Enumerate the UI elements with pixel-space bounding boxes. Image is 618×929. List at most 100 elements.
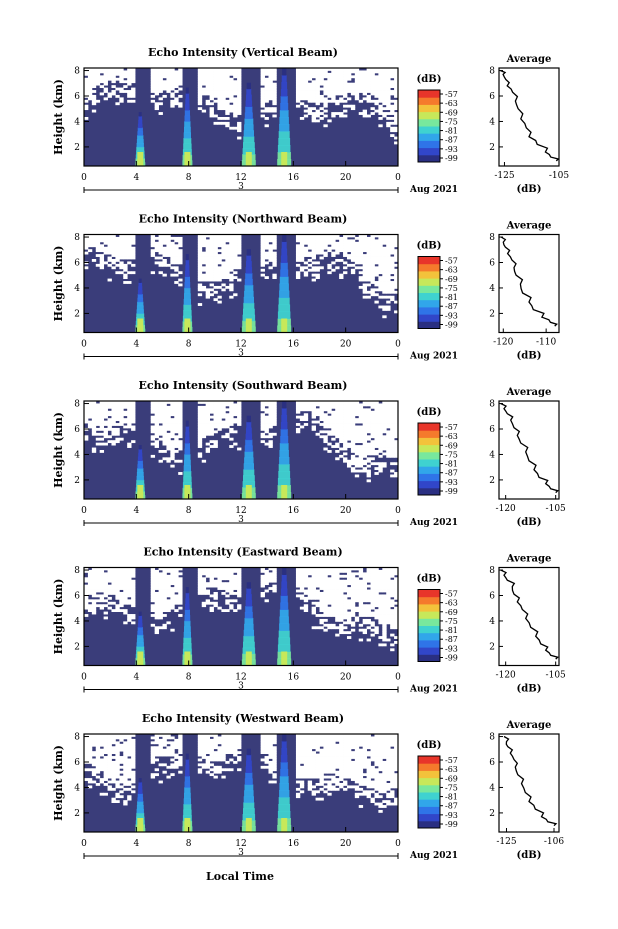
no-echo-cell: [111, 415, 116, 419]
no-echo-cell: [366, 413, 371, 417]
no-echo-cell: [123, 75, 128, 79]
no-echo-cell: [327, 403, 332, 407]
no-echo-cell: [370, 599, 375, 603]
no-echo-cell: [374, 102, 379, 106]
no-echo-cell: [103, 410, 108, 414]
no-echo-cell: [209, 758, 214, 762]
no-echo-cell: [213, 266, 218, 270]
no-echo-cell: [237, 121, 242, 125]
no-echo-cell: [390, 450, 395, 453]
no-echo-cell: [91, 589, 97, 593]
no-echo-cell: [319, 572, 324, 576]
no-echo-cell: [378, 90, 383, 93]
no-echo-cell: [197, 99, 203, 103]
no-echo-cell: [386, 611, 391, 615]
no-echo-cell: [166, 234, 171, 238]
no-echo-cell: [346, 577, 352, 581]
no-echo-cell: [91, 85, 97, 88]
no-echo-cell: [390, 474, 395, 478]
plume-segment: [185, 270, 190, 277]
no-echo-cell: [327, 401, 332, 404]
no-echo-cell: [260, 577, 265, 581]
colorbar-swatch: [418, 126, 440, 134]
no-echo-cell: [327, 599, 332, 603]
no-echo-cell: [343, 430, 348, 434]
no-echo-cell: [225, 254, 230, 257]
no-echo-cell: [358, 606, 364, 610]
no-echo-cell: [107, 263, 112, 267]
no-echo-cell: [366, 447, 371, 451]
no-echo-cell: [370, 611, 375, 615]
no-echo-cell: [323, 587, 328, 590]
no-echo-cell: [170, 589, 175, 593]
no-echo-cell: [99, 734, 105, 737]
no-echo-cell: [213, 736, 218, 740]
no-echo-cell: [319, 601, 324, 605]
no-echo-cell: [362, 592, 368, 595]
no-echo-cell: [307, 587, 313, 590]
no-echo-cell: [99, 587, 105, 590]
no-echo-cell: [382, 609, 387, 612]
no-echo-cell: [154, 587, 159, 590]
no-echo-cell: [394, 430, 399, 434]
no-echo-cell: [217, 72, 222, 76]
no-echo-cell: [299, 606, 305, 610]
no-echo-cell: [331, 427, 336, 431]
no-echo-cell: [123, 413, 128, 417]
no-echo-cell: [150, 758, 156, 762]
no-echo-cell: [378, 577, 383, 581]
no-echo-cell: [197, 430, 203, 434]
no-echo-cell: [319, 241, 324, 245]
no-echo-cell: [115, 271, 120, 275]
no-echo-cell: [158, 90, 163, 93]
no-echo-cell: [115, 606, 120, 610]
no-echo-cell: [354, 408, 360, 412]
no-echo-cell: [272, 748, 277, 752]
no-echo-cell: [378, 109, 383, 113]
no-echo-cell: [370, 601, 375, 605]
no-echo-cell: [119, 246, 124, 250]
no-echo-cell: [362, 408, 368, 412]
no-echo-cell: [178, 592, 183, 595]
no-echo-cell: [174, 418, 179, 421]
no-echo-cell: [386, 251, 391, 255]
no-echo-cell: [272, 403, 277, 407]
no-echo-cell: [170, 77, 175, 81]
plume-segment: [278, 637, 291, 645]
no-echo-cell: [358, 418, 364, 421]
no-echo-cell: [213, 415, 218, 419]
no-echo-cell: [213, 70, 218, 74]
no-echo-cell: [111, 787, 116, 791]
no-echo-cell: [327, 572, 332, 576]
no-echo-cell: [390, 623, 395, 627]
x-tick-label: 0: [81, 173, 87, 183]
no-echo-cell: [346, 621, 352, 625]
no-echo-cell: [123, 783, 128, 786]
no-echo-cell: [111, 90, 116, 93]
no-echo-cell: [127, 251, 132, 255]
no-echo-cell: [201, 92, 207, 96]
no-echo-cell: [111, 768, 116, 772]
no-echo-cell: [103, 442, 108, 446]
no-echo-cell: [99, 259, 105, 262]
no-echo-cell: [170, 596, 175, 600]
no-echo-cell: [386, 596, 391, 600]
no-echo-cell: [217, 577, 222, 581]
no-echo-cell: [315, 80, 320, 84]
no-echo-cell: [386, 124, 391, 128]
no-echo-cell: [197, 303, 203, 306]
no-echo-cell: [358, 589, 364, 593]
no-echo-cell: [233, 736, 238, 740]
no-echo-cell: [362, 582, 368, 586]
no-echo-cell: [127, 614, 132, 617]
no-echo-cell: [350, 410, 356, 414]
no-echo-cell: [358, 614, 364, 617]
no-echo-cell: [315, 251, 320, 255]
no-echo-cell: [335, 425, 340, 429]
no-echo-cell: [225, 432, 230, 436]
no-echo-cell: [123, 90, 128, 93]
no-echo-cell: [107, 70, 112, 74]
no-echo-cell: [233, 760, 238, 764]
no-echo-cell: [272, 572, 277, 576]
no-echo-cell: [358, 82, 364, 86]
